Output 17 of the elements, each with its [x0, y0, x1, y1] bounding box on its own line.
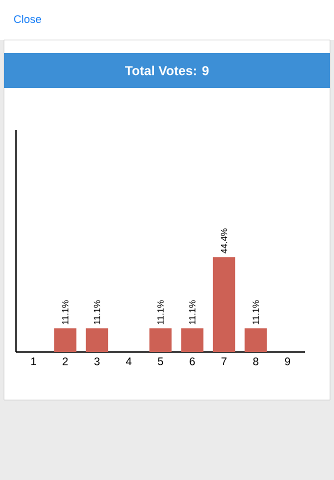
- data-label: 11.1%: [189, 300, 196, 324]
- x-tick-label: 9: [285, 358, 290, 366]
- x-tick-label: 6: [190, 358, 195, 366]
- x-tick-label: 2: [62, 358, 68, 366]
- data-label: 11.1%: [94, 300, 100, 324]
- data-label: 11.1%: [157, 300, 164, 324]
- x-tick-label: 1: [31, 358, 36, 366]
- x-tick-label: 4: [126, 358, 132, 366]
- x-tick-label: 7: [222, 358, 227, 366]
- chart-title: Total Votes: 9: [125, 66, 209, 76]
- data-label: 11.1%: [62, 300, 68, 324]
- x-tick-label: 8: [253, 358, 258, 366]
- data-label: 11.1%: [252, 300, 259, 324]
- x-tick-label: 3: [94, 358, 100, 366]
- text: Close: [14, 14, 42, 24]
- x-tick-label: 5: [158, 358, 164, 366]
- data-label: 44.4%: [220, 228, 228, 254]
